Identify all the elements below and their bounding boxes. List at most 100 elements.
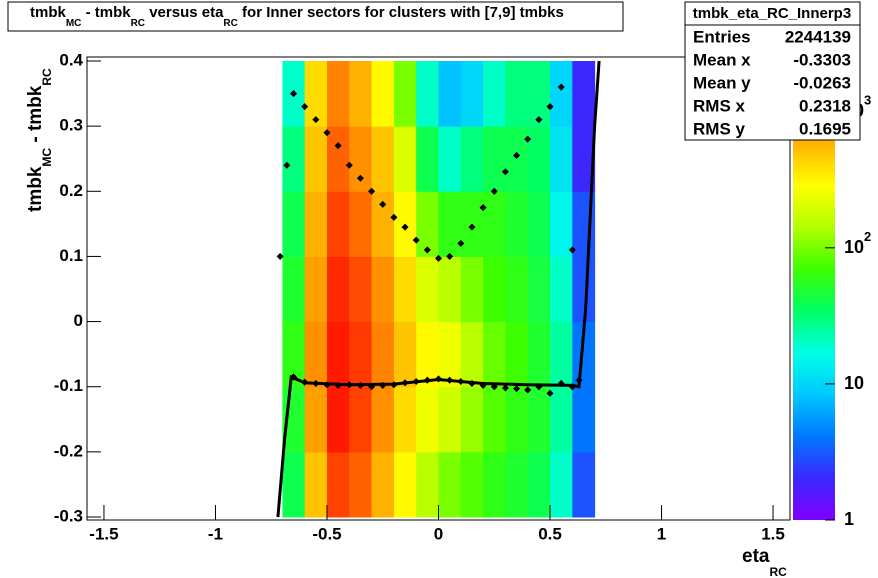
heat-cell [438,386,462,453]
x-tick-label: -0.5 [312,524,341,543]
z-tick-exponent: 2 [864,229,871,244]
profile-point [457,377,465,386]
heat-cell [438,191,462,257]
profile-point [468,223,476,231]
profile-point [312,379,320,387]
stats-value: 2244139 [785,27,851,46]
heat-cell [483,321,506,388]
title-text: tmbk [30,4,66,21]
heat-cell [460,256,484,323]
profile-point [490,187,498,195]
y-tick-label: 0.4 [59,50,83,69]
profile-point [524,386,532,394]
chart-title: tmbkMC - tmbkRC versus etaRC for Inner s… [30,4,564,29]
heat-cell [393,256,417,323]
profile-point [334,381,342,389]
heat-cell [349,126,373,192]
x-tick-label: 1.5 [761,524,785,543]
heat-cell [527,256,551,323]
heat-cell [393,451,417,518]
heat-cell [371,451,395,518]
z-tick-exponent: 3 [864,93,871,108]
heat-cell [326,191,350,257]
heat-cell [572,126,596,192]
profile-point [312,116,320,124]
subscript: RC [769,565,787,578]
z-tick-label: 10 [844,373,864,393]
stats-value: -0.0263 [793,73,851,92]
y-tick-label: 0 [74,311,83,330]
heat-cell [304,126,328,192]
heat-cell [572,256,596,323]
heat-cell [505,256,529,323]
heat-cell [304,191,328,257]
profile-point [379,200,387,208]
profile-point [490,383,498,391]
subscript: MC [40,148,54,167]
profile-point [513,385,521,393]
title-text: for Inner sectors for clusters with [7,9… [238,4,564,21]
profile-point [390,381,398,389]
heat-cell [505,61,529,127]
profile-point [334,142,342,150]
heat-cell [304,61,328,127]
heat-cell [349,451,373,518]
profile-point [501,168,509,176]
profile-point [468,379,476,387]
profile-point [446,252,454,260]
heat-cell [527,126,551,192]
heat-cell [416,61,439,127]
y-tick-label: -0.2 [54,441,83,460]
z-tick-text: 10 [844,373,864,393]
y-tick-label: -0.3 [54,506,83,525]
profile-point [575,376,583,384]
heat-cell [505,386,529,453]
heat-cell [438,451,462,518]
profile-point [557,379,565,387]
profile-point [423,246,431,254]
heat-cell [416,451,439,518]
heat-cell [460,386,484,453]
profile-point [557,83,565,91]
profile-point [568,246,576,254]
heat-cell [282,191,306,257]
profile-point [368,383,376,391]
heat-cell [326,61,350,127]
heat-cell [416,256,439,323]
profile-point [276,252,284,260]
profile-point [390,213,398,221]
title-text: versus eta [145,4,224,21]
heat-cell [572,451,596,518]
stats-key: Mean y [693,73,751,92]
heat-cell [349,256,373,323]
profile-point [546,103,554,111]
heat-cell [393,321,417,388]
profile-point [568,383,576,391]
heat-cell [304,321,328,388]
profile-point [457,239,465,247]
heat-cell [483,386,506,453]
heat-cell [349,321,373,388]
heat-cell [572,386,596,453]
heat-cell [550,191,573,257]
stats-key: Entries [693,27,751,46]
heat-cell [393,61,417,127]
z-tick-text: 1 [844,509,854,529]
z-tick-label: 1 [844,509,854,529]
heat-cell [371,321,395,388]
heat-cell [550,126,573,192]
heat-cell [572,321,596,388]
y-tick-label: 0.1 [59,246,83,265]
heat-cell [505,191,529,257]
heat-cell [349,191,373,257]
heat-cell [371,191,395,257]
profile-point [345,161,353,169]
subscript: MC [66,18,82,29]
heat-cell [371,256,395,323]
heat-cell [505,451,529,518]
heat-cell [326,451,350,518]
heat-cell [304,451,328,518]
title-text: - tmbk [81,4,131,21]
stats-value: -0.3303 [793,50,851,69]
